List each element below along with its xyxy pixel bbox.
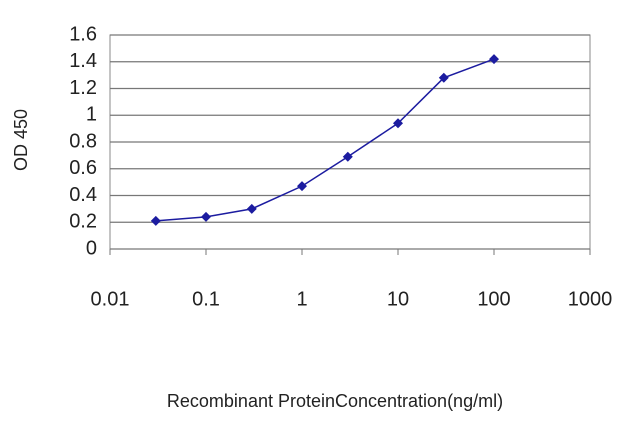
y-tick-label: 1.6 xyxy=(69,23,97,45)
y-tick-label: 1.2 xyxy=(69,77,97,99)
x-tick-label: 10 xyxy=(387,288,409,310)
data-point xyxy=(342,151,353,162)
data-point xyxy=(297,181,307,192)
x-tick-label: 0.01 xyxy=(91,288,130,310)
data-point xyxy=(489,54,499,65)
data-point xyxy=(438,72,449,83)
data-point xyxy=(150,215,161,226)
x-tick-label: 0.1 xyxy=(192,288,220,310)
y-axis-label: OD 450 xyxy=(11,109,31,171)
data-line xyxy=(155,58,495,222)
y-tick-label: 1.4 xyxy=(69,50,97,72)
y-tick-label: 0.8 xyxy=(69,130,97,152)
y-tick-label: 0.4 xyxy=(69,184,97,206)
x-tick-label: 1 xyxy=(296,288,307,310)
y-tick-label: 1 xyxy=(86,104,97,126)
y-tick-label: 0.6 xyxy=(69,157,97,179)
x-tick-label: 1000 xyxy=(568,288,613,310)
data-point xyxy=(246,203,257,214)
data-point xyxy=(393,118,403,129)
data-point xyxy=(201,211,211,222)
y-tick-label: 0.2 xyxy=(69,211,97,233)
x-axis-label: Recombinant ProteinConcentration(ng/ml) xyxy=(167,391,503,411)
x-tick-label: 100 xyxy=(477,288,510,310)
y-tick-label: 0 xyxy=(86,237,97,259)
